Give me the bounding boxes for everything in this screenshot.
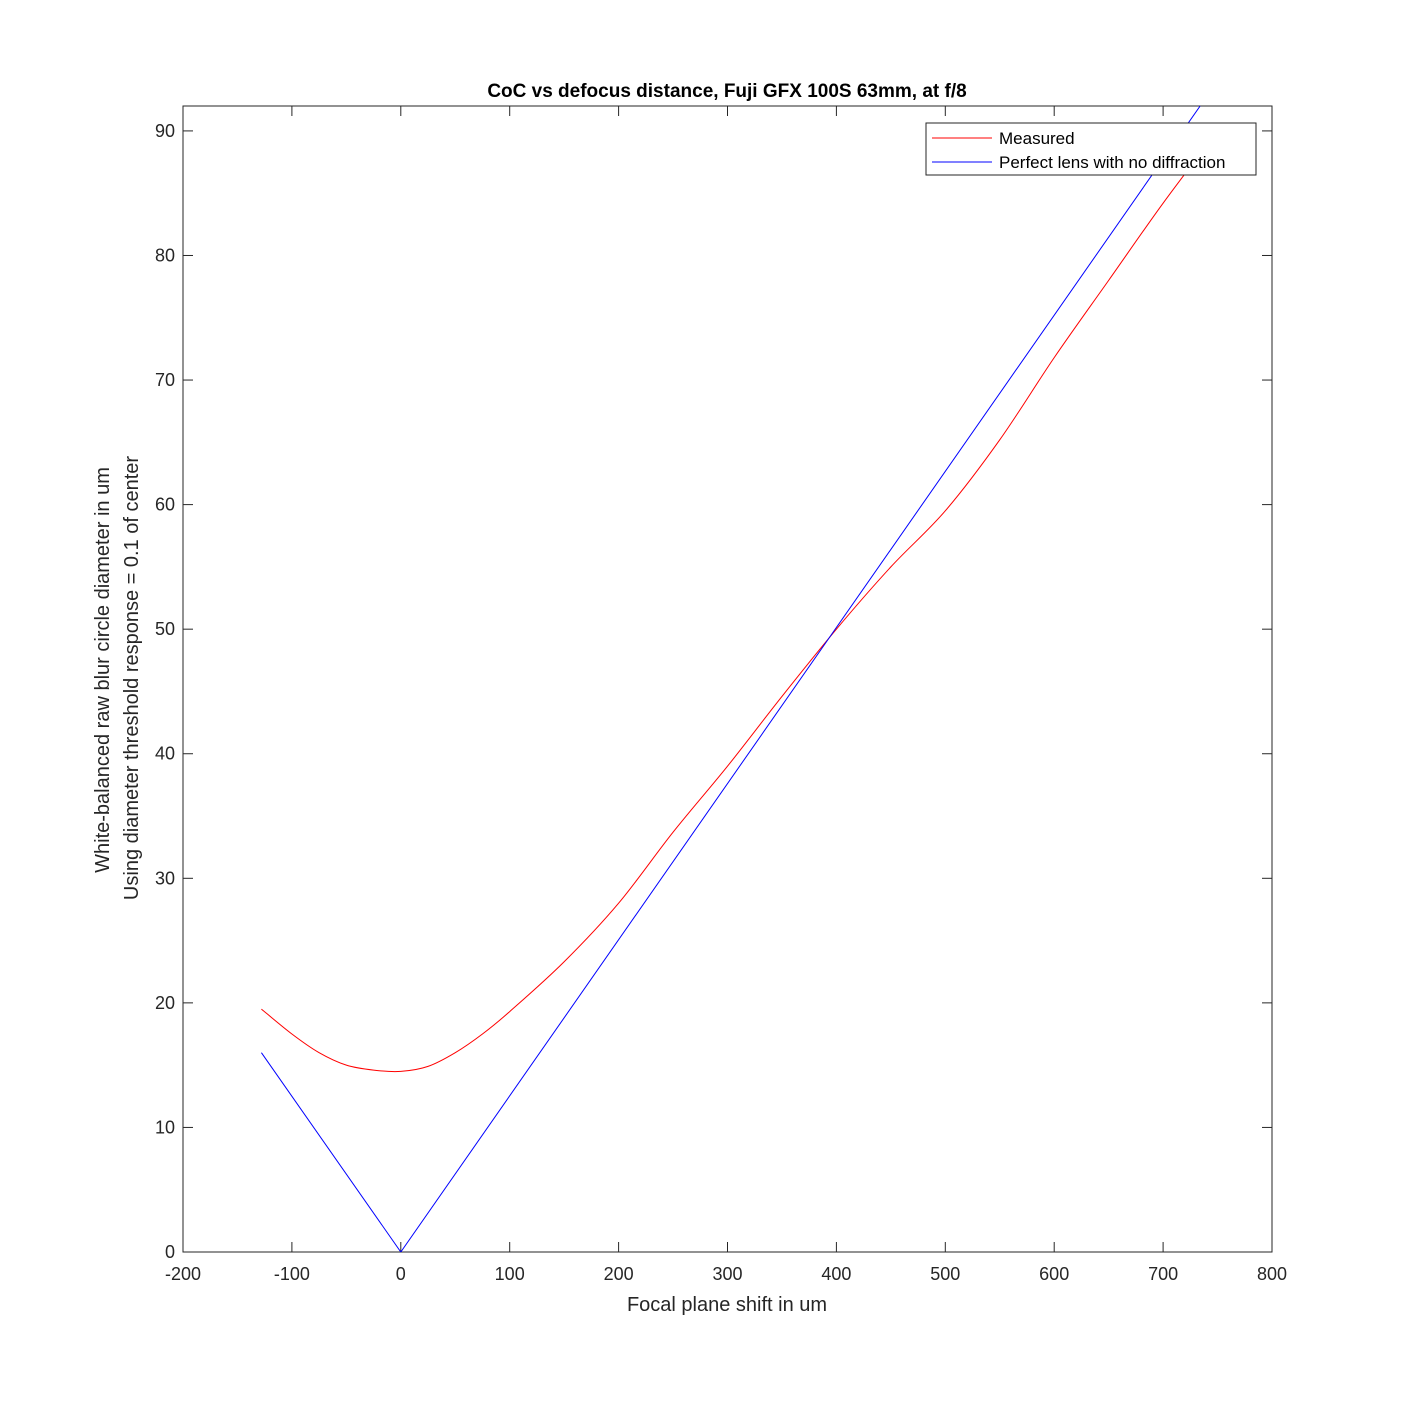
legend-label-measured: Measured bbox=[999, 129, 1075, 148]
legend-label-perfect-lens: Perfect lens with no diffraction bbox=[999, 153, 1225, 172]
x-tick-label: 600 bbox=[1039, 1264, 1069, 1284]
y-tick-label: 50 bbox=[155, 619, 175, 639]
x-tick-label: 800 bbox=[1257, 1264, 1287, 1284]
series-line-1 bbox=[260, 106, 1201, 1252]
y-tick-label: 60 bbox=[155, 495, 175, 515]
y-tick-label: 0 bbox=[165, 1242, 175, 1262]
axis-ticks: -200 -100 0 100 200 300 400 500 600 700 800 0 10 20 30… bbox=[155, 106, 1287, 1284]
x-tick-label: -100 bbox=[274, 1264, 310, 1284]
y-axis-label-line-1: White-balanced raw blur circle diameter … bbox=[92, 467, 114, 873]
series-line-0 bbox=[261, 130, 1218, 1073]
chart-title: CoC vs defocus distance, Fuji GFX 100S 6… bbox=[487, 81, 966, 102]
y-tick-label: 70 bbox=[155, 370, 175, 390]
legend-box bbox=[925, 122, 1257, 176]
x-tick-label: 200 bbox=[604, 1264, 634, 1284]
plot-area bbox=[182, 105, 1273, 1253]
y-tick-label: 10 bbox=[155, 1117, 175, 1137]
y-tick-label: 30 bbox=[155, 868, 175, 888]
x-tick-label: -200 bbox=[165, 1264, 201, 1284]
y-axis-label-line-2: Using diameter threshold response = 0.1 … bbox=[121, 456, 143, 900]
x-tick-label: 700 bbox=[1148, 1264, 1178, 1284]
x-tick-label: 0 bbox=[396, 1264, 406, 1284]
y-tick-label: 40 bbox=[155, 744, 175, 764]
x-tick-label: 400 bbox=[821, 1264, 851, 1284]
y-tick-label: 90 bbox=[155, 121, 175, 141]
series-lines bbox=[260, 106, 1218, 1252]
y-tick-label: 80 bbox=[155, 245, 175, 265]
x-tick-label: 300 bbox=[712, 1264, 742, 1284]
x-tick-label: 100 bbox=[495, 1264, 525, 1284]
x-tick-label: 500 bbox=[930, 1264, 960, 1284]
y-tick-label: 20 bbox=[155, 993, 175, 1013]
x-axis-label: Focal plane shift in um bbox=[627, 1294, 827, 1316]
legend: Measured Perfect lens with no diffractio… bbox=[925, 122, 1257, 176]
